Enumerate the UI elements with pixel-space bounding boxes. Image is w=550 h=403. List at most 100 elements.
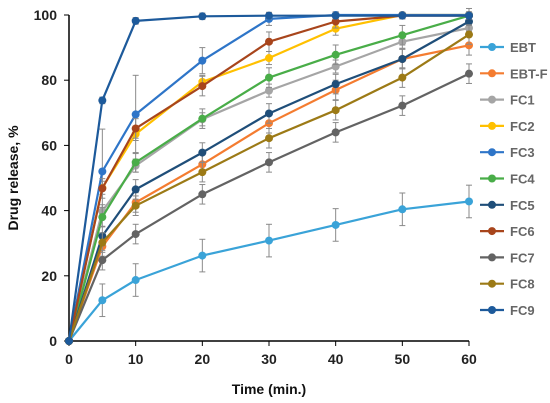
y-ticks: 0 20 40 60 80 100 [34, 7, 69, 349]
data-point [131, 124, 140, 133]
legend-item: EBT [480, 40, 536, 55]
legend-marker [488, 95, 496, 104]
legend-marker [488, 148, 496, 157]
data-point [465, 11, 473, 20]
legend-item: FC2 [480, 119, 535, 134]
data-point [198, 168, 207, 177]
y-tick-label: 20 [41, 268, 57, 284]
x-tick-label: 40 [328, 351, 344, 367]
data-point [98, 213, 107, 222]
y-tick-label: 60 [41, 137, 57, 153]
legend-label: EBT [510, 40, 536, 55]
data-point [131, 185, 140, 194]
series-line [68, 200, 470, 342]
data-point [131, 230, 140, 239]
x-ticks: 0 10 20 30 40 50 60 [65, 341, 477, 367]
data-point [131, 276, 140, 285]
y-tick-label: 40 [41, 203, 57, 219]
data-point [331, 106, 340, 115]
data-point [198, 148, 207, 157]
data-point [398, 31, 407, 40]
legend-item: FC4 [480, 172, 535, 187]
legend-item: FC7 [480, 250, 535, 265]
legend-label: FC1 [510, 93, 535, 108]
x-tick-label: 60 [461, 351, 477, 367]
data-point [98, 167, 107, 176]
series-line [67, 20, 470, 342]
data-point [131, 110, 140, 119]
x-tick-label: 50 [395, 351, 411, 367]
series-line [67, 33, 470, 342]
data-point [265, 236, 273, 245]
data-point [265, 37, 273, 46]
data-point [265, 134, 273, 143]
series-ebt [65, 184, 473, 345]
plot-area [65, 7, 473, 345]
series-line [67, 14, 469, 342]
legend-item: FC1 [480, 93, 535, 108]
legend-marker [488, 69, 496, 78]
legend-marker [488, 43, 496, 51]
data-point [131, 201, 140, 210]
y-tick-label: 80 [41, 72, 57, 88]
y-tick-label: 100 [34, 7, 58, 23]
legend-marker [488, 121, 496, 130]
legend-label: FC7 [510, 250, 535, 265]
data-point [398, 101, 407, 110]
legend-marker [488, 200, 496, 209]
data-point [465, 69, 473, 78]
legend-item: FC9 [480, 303, 535, 318]
data-point [265, 11, 273, 20]
y-axis-title: Drug release, % [5, 125, 21, 231]
legend-label: FC6 [510, 224, 535, 239]
x-tick-label: 10 [128, 351, 144, 367]
data-point [265, 73, 273, 82]
data-point [331, 220, 340, 229]
data-point [398, 205, 407, 214]
x-tick-label: 0 [65, 351, 73, 367]
data-point [465, 30, 473, 39]
legend-label: FC4 [510, 172, 535, 187]
series-line [67, 14, 470, 342]
data-point [465, 17, 473, 26]
legend-marker [488, 306, 496, 314]
legend-label: FC8 [510, 277, 535, 292]
x-axis-title: Time (min.) [232, 381, 306, 397]
legend-label: FC2 [510, 119, 535, 134]
data-point [65, 337, 73, 345]
data-point [198, 190, 207, 199]
legend-marker [488, 227, 496, 236]
legend-marker [488, 174, 496, 183]
data-point [265, 109, 273, 118]
data-point [465, 197, 473, 206]
legend-label: EBT-F [510, 66, 548, 81]
legend-item: FC6 [480, 224, 535, 239]
data-point [198, 12, 207, 21]
legend-marker [488, 279, 496, 288]
data-point [265, 158, 273, 167]
data-point [398, 73, 407, 82]
legend-item: FC8 [480, 277, 535, 292]
data-point [331, 128, 340, 137]
legend-label: FC5 [510, 198, 535, 213]
series-line [67, 72, 470, 342]
y-tick-label: 0 [49, 333, 57, 349]
data-point [398, 11, 407, 20]
x-tick-label: 20 [195, 351, 211, 367]
data-point [98, 184, 107, 193]
legend: EBT EBT-F FC1 FC2 FC3 FC4 FC5 FC6 FC7 FC8 FC9 [480, 40, 548, 318]
legend-label: FC9 [510, 303, 535, 318]
data-point [98, 96, 107, 105]
data-point [331, 50, 340, 59]
legend-item: FC3 [480, 145, 535, 160]
series-fc9 [65, 11, 473, 345]
series-line [67, 26, 470, 342]
legend-item: EBT-F [480, 66, 548, 81]
data-point [198, 82, 207, 91]
data-point [331, 80, 340, 89]
data-point [398, 55, 407, 64]
data-point [198, 56, 207, 65]
data-point [265, 54, 273, 63]
